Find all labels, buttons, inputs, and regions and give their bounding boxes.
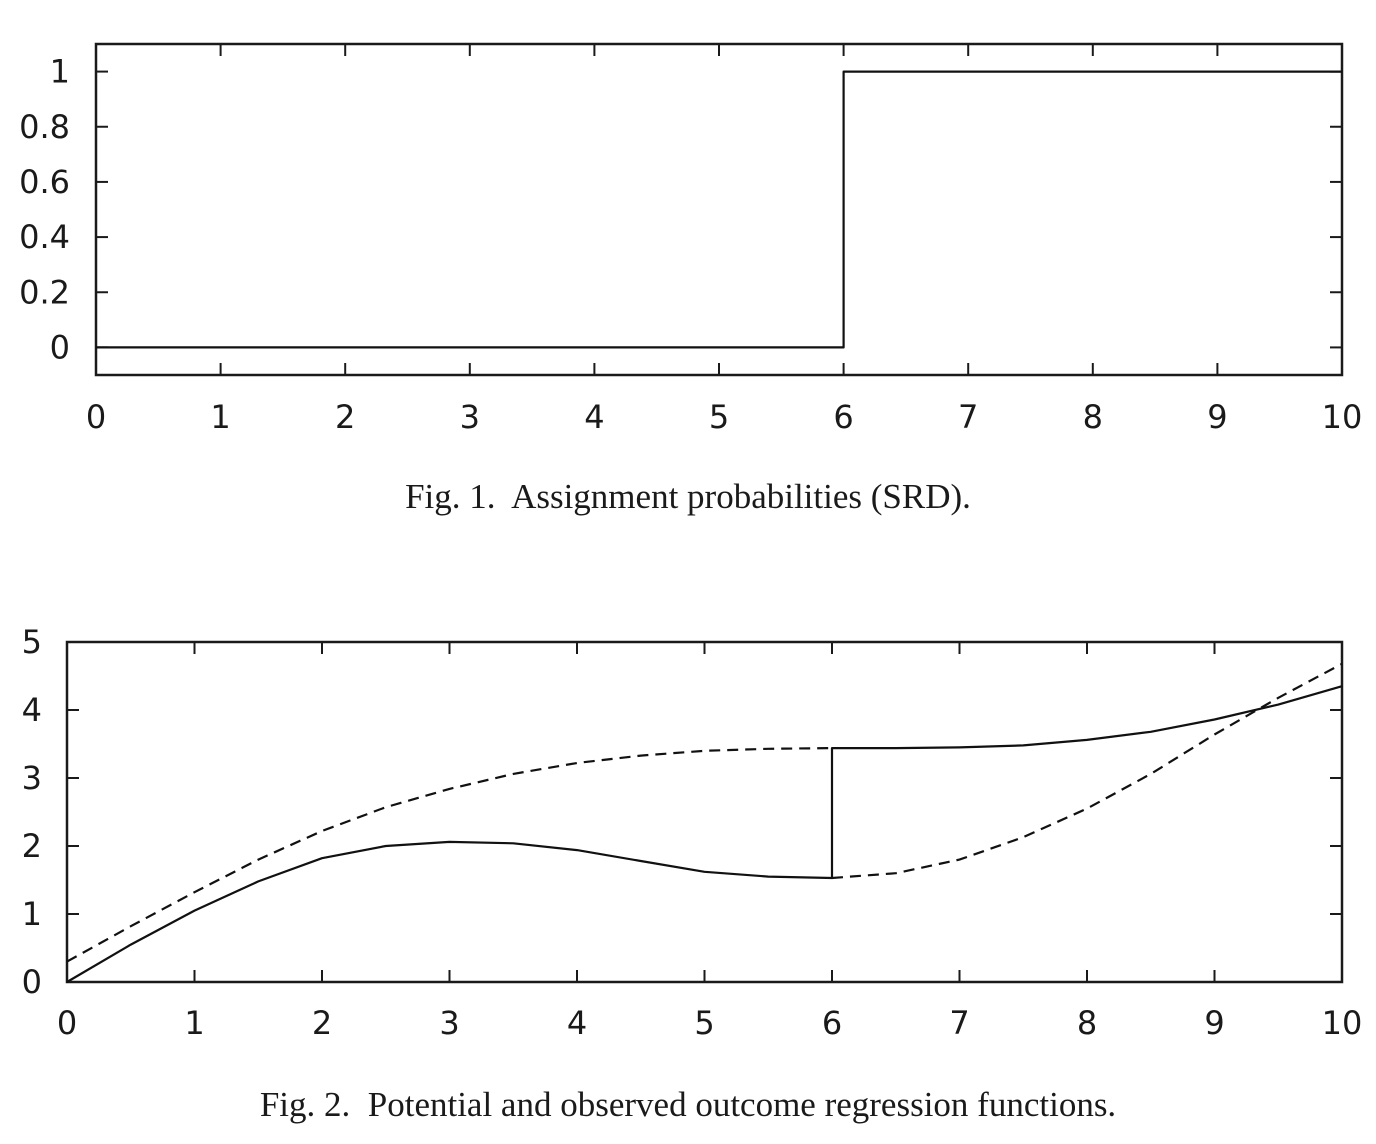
fig1-ticks [95,44,1343,375]
x-tick-label: 3 [439,1004,459,1042]
y-tick-label: 3 [22,759,42,797]
x-tick-label: 9 [1204,1004,1224,1042]
x-tick-label: 4 [567,1004,587,1042]
y-tick-label: 5 [22,623,42,661]
fig2-tick-labels: 0 1 2 3 4 5 6 7 8 9 10 0 1 2 3 4 5 [22,623,1363,1042]
y-tick-label: 0.6 [19,163,70,201]
fig1-plot-frame [94,42,1344,377]
x-tick-label: 1 [210,398,230,436]
x-tick-label: 5 [709,398,729,436]
y-tick-label: 0.2 [19,273,70,311]
x-tick-label: 1 [184,1004,204,1042]
x-tick-label: 2 [335,398,355,436]
dashed-series-line [66,747,833,963]
x-tick-label: 9 [1207,398,1227,436]
fig2-caption: Fig. 2. Potential and observed outcome r… [0,1085,1376,1125]
solid-series-line [66,685,1343,983]
fig2-plot-frame [65,640,1344,984]
solid-series-line [96,70,1342,349]
y-tick-label: 1 [50,53,70,91]
y-tick-label: 0.4 [19,218,70,256]
y-tick-label: 4 [22,691,42,729]
fig1-caption: Fig. 1. Assignment probabilities (SRD). [0,477,1376,517]
fig1-lines [96,70,1342,349]
fig2-caption-text: Fig. 2. Potential and observed outcome r… [259,1085,1117,1124]
y-tick-label: 0 [50,328,70,366]
x-tick-label: 8 [1083,398,1103,436]
x-tick-label: 2 [312,1004,332,1042]
fig1-caption-text: Fig. 1. Assignment probabilities (SRD). [405,477,971,516]
dashed-series-line [831,662,1343,880]
x-tick-label: 7 [949,1004,969,1042]
x-tick-label: 6 [822,1004,842,1042]
x-tick-label: 0 [57,1004,77,1042]
x-tick-label: 10 [1322,1004,1363,1042]
x-tick-label: 0 [86,398,106,436]
fig2-ticks [66,641,1343,983]
y-tick-label: 0 [22,963,42,1001]
fig1-tick-labels: 0 1 2 3 4 5 6 7 8 9 10 0 0.2 0.4 0.6 0.8 1 [19,53,1362,436]
x-tick-label: 8 [1077,1004,1097,1042]
fig1-chart: 0 1 2 3 4 5 6 7 8 9 10 0 0.2 0.4 0.6 0.8 1 [19,42,1362,436]
x-tick-label: 7 [958,398,978,436]
fig2-lines [66,662,1343,983]
x-tick-label: 6 [833,398,853,436]
x-tick-label: 3 [460,398,480,436]
fig2-chart: 0 1 2 3 4 5 6 7 8 9 10 0 1 2 3 4 5 [22,623,1363,1042]
x-tick-label: 10 [1322,398,1363,436]
y-tick-label: 0.8 [19,108,70,146]
y-tick-label: 1 [22,895,42,933]
x-tick-label: 5 [694,1004,714,1042]
y-tick-label: 2 [22,827,42,865]
x-tick-label: 4 [584,398,604,436]
